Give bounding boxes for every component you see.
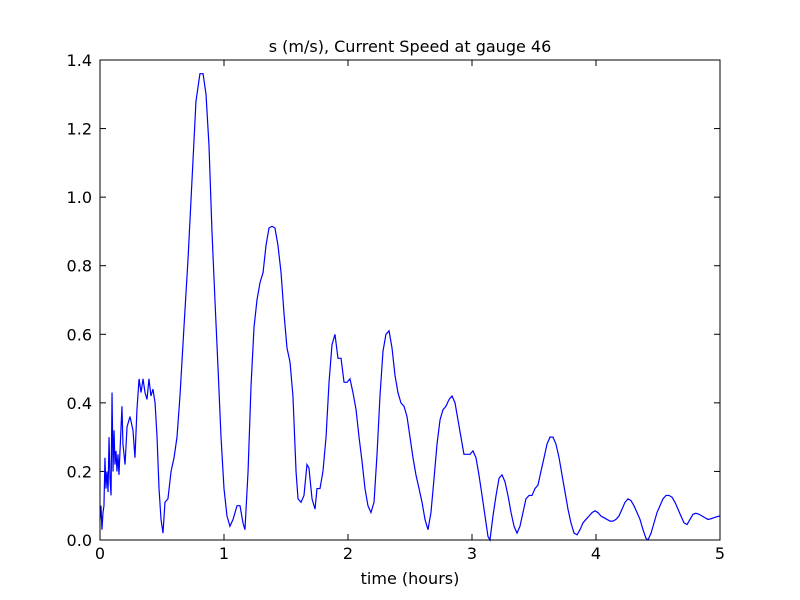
x-tick-label: 2 <box>343 544 353 563</box>
data-line <box>99 73 721 542</box>
y-tick-label: 1.2 <box>67 120 92 139</box>
chart-title: s (m/s), Current Speed at gauge 46 <box>269 37 552 56</box>
x-tick-label: 3 <box>467 544 477 563</box>
x-tick-label: 5 <box>715 544 725 563</box>
y-tick-label: 0.0 <box>67 531 92 550</box>
y-tick-label: 1.0 <box>67 188 92 207</box>
x-tick-label: 0 <box>95 544 105 563</box>
y-tick-label: 1.4 <box>67 51 92 70</box>
plot-frame <box>99 59 721 541</box>
x-axis-label: time (hours) <box>361 569 460 588</box>
y-tick-label: 0.2 <box>67 462 92 481</box>
x-tick-label: 1 <box>219 544 229 563</box>
x-tick-label: 4 <box>591 544 601 563</box>
y-tick-label: 0.4 <box>67 394 92 413</box>
y-tick-label: 0.8 <box>67 257 92 276</box>
y-tick-label: 0.6 <box>67 325 92 344</box>
